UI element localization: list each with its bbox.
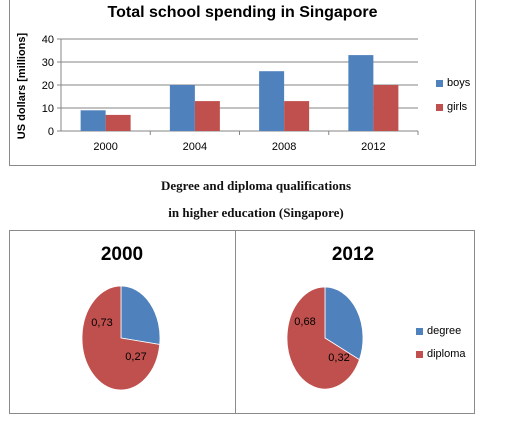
bar-chart-title: Total school spending in Singapore — [107, 4, 378, 21]
legend-label-boys: boys — [447, 77, 471, 89]
pie-2012-label-diploma: 0,68 — [294, 316, 315, 328]
legend-item-degree: degree — [416, 325, 461, 337]
legend-item-diploma: diploma — [416, 348, 466, 360]
pie-chart-panel — [9, 230, 475, 414]
bar-girls-2012 — [373, 85, 399, 131]
bar-girls-2000 — [105, 114, 131, 131]
pie-2012-title: 2012 — [331, 244, 375, 265]
bar-chart: 0 10 20 30 40 2000 2004 2008 2012 — [42, 34, 419, 153]
legend-swatch-diploma — [416, 350, 423, 358]
pie-2000-label-degree: 0,27 — [125, 351, 146, 363]
legend-label-degree: degree — [427, 325, 462, 337]
legend-item-girls: girls — [436, 101, 467, 113]
legend-label-girls: girls — [447, 101, 468, 113]
pie-divider — [235, 231, 236, 413]
bar-boys-2004 — [169, 85, 195, 131]
xtick-label-2008: 2008 — [272, 141, 296, 153]
xtick-label-2004: 2004 — [183, 141, 207, 153]
pie-2012-slice-diploma — [286, 286, 360, 390]
pie-2012-label-degree: 0,32 — [328, 352, 349, 364]
legend-swatch-degree — [416, 327, 423, 335]
bar-boys-2008 — [259, 71, 285, 131]
ytick-label-10: 10 — [42, 103, 54, 115]
legend-swatch-girls — [436, 103, 443, 111]
pie-2000-slice-degree — [120, 285, 161, 345]
legend-label-diploma: diploma — [427, 348, 466, 360]
bar-boys-2012 — [348, 55, 374, 131]
pie-2000-title: 2000 — [100, 244, 144, 265]
bar-chart-panel — [9, 0, 476, 166]
pie-2000-slice-diploma — [81, 285, 161, 391]
pie-caption-line1: Degree and diploma qualifications — [160, 178, 352, 193]
xtick-label-2012: 2012 — [361, 141, 385, 153]
bar-girls-2004 — [194, 101, 220, 131]
bar-girls-2008 — [284, 101, 310, 131]
ytick-label-0: 0 — [48, 126, 54, 138]
legend-item-boys: boys — [436, 77, 470, 89]
ytick-label-40: 40 — [42, 34, 54, 46]
ytick-label-20: 20 — [42, 80, 54, 92]
ytick-label-30: 30 — [42, 57, 54, 69]
pie-2012-slice-degree — [324, 286, 364, 361]
pie-caption-line2: in higher education (Singapore) — [168, 205, 344, 220]
xtick-label-2000: 2000 — [93, 141, 117, 153]
legend-swatch-boys — [436, 79, 443, 87]
pie-2000-label-diploma: 0,73 — [91, 317, 112, 329]
bar-boys-2000 — [80, 110, 106, 131]
